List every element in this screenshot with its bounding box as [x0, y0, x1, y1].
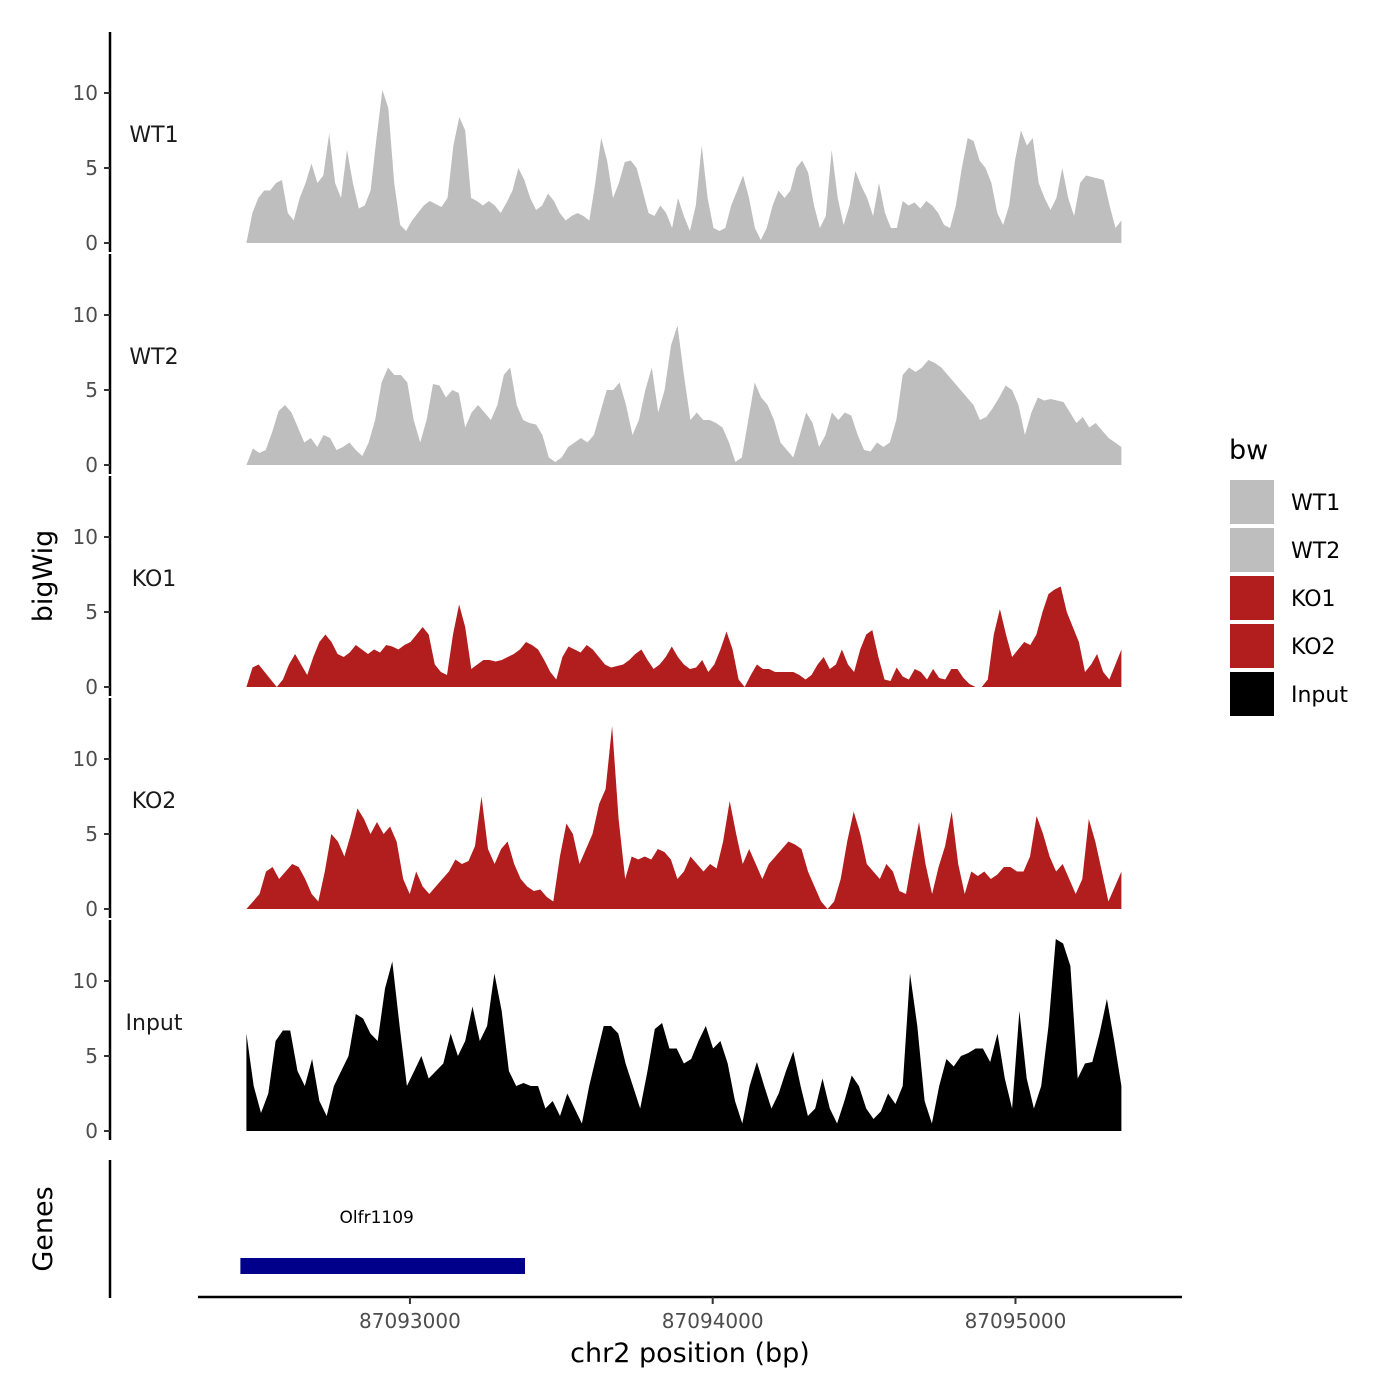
signal-area-wt1 — [246, 90, 1122, 243]
x-tick-label: 87093000 — [359, 1309, 461, 1333]
track-ko1: 0 5 10 KO1 — [73, 476, 1122, 699]
x-tick-label: 87094000 — [662, 1309, 764, 1333]
y-tick-label: 5 — [85, 822, 98, 846]
y-tick-label: 10 — [73, 303, 98, 327]
signal-area-input — [246, 939, 1122, 1131]
y-tick-label: 0 — [85, 1119, 98, 1143]
legend-label-wt2: WT2 — [1291, 539, 1340, 564]
x-axis-title: chr2 position (bp) — [570, 1338, 810, 1369]
legend-swatch-ko2 — [1230, 624, 1274, 668]
x-axis: 87093000 87094000 87095000 — [198, 1295, 1182, 1333]
y-tick-label: 0 — [85, 453, 98, 477]
y-tick-label: 5 — [85, 378, 98, 402]
y-axis-title: bigWig — [28, 530, 59, 623]
gene-bar — [240, 1258, 525, 1274]
track-input: 0 5 10 Input — [73, 920, 1122, 1143]
y-tick-label: 5 — [85, 600, 98, 624]
y-tick-label: 10 — [73, 525, 98, 549]
genes-axis-title: Genes — [28, 1186, 59, 1271]
signal-area-ko2 — [246, 726, 1122, 909]
legend-label-input: Input — [1291, 683, 1348, 708]
track-ko2: 0 5 10 KO2 — [73, 698, 1122, 921]
y-tick-label: 0 — [85, 231, 98, 255]
y-tick-label: 5 — [85, 1044, 98, 1068]
legend: bw WT1 WT2 KO1 KO2 Input — [1229, 435, 1348, 716]
y-tick-label: 0 — [85, 897, 98, 921]
tracks-group: 0 5 10 WT1 0 5 10 WT2 0 5 10 KO1 0 5 10 KO2 0 5 10 Input — [73, 32, 1122, 1143]
y-tick-label: 0 — [85, 675, 98, 699]
track-label: KO2 — [132, 789, 177, 814]
gene-label: Olfr1109 — [340, 1208, 414, 1228]
legend-swatch-wt1 — [1230, 480, 1274, 524]
legend-swatch-ko1 — [1230, 576, 1274, 620]
legend-swatch-input — [1230, 672, 1274, 716]
legend-label-ko2: KO2 — [1291, 635, 1336, 660]
x-tick-label: 87095000 — [965, 1309, 1067, 1333]
y-tick-label: 10 — [73, 747, 98, 771]
signal-area-ko1 — [246, 586, 1122, 687]
y-tick-label: 10 — [73, 969, 98, 993]
signal-area-wt2 — [246, 325, 1122, 465]
track-wt2: 0 5 10 WT2 — [73, 254, 1122, 477]
track-label: KO1 — [132, 567, 177, 592]
legend-label-ko1: KO1 — [1291, 587, 1336, 612]
legend-title: bw — [1229, 435, 1268, 466]
track-label: Input — [126, 1011, 183, 1036]
track-wt1: 0 5 10 WT1 — [73, 32, 1122, 255]
y-tick-label: 10 — [73, 81, 98, 105]
legend-swatch-wt2 — [1230, 528, 1274, 572]
legend-label-wt1: WT1 — [1291, 491, 1340, 516]
track-label: WT2 — [129, 345, 178, 370]
y-tick-label: 5 — [85, 156, 98, 180]
genes-panel: Olfr1109 — [108, 1160, 525, 1298]
track-label: WT1 — [129, 123, 178, 148]
